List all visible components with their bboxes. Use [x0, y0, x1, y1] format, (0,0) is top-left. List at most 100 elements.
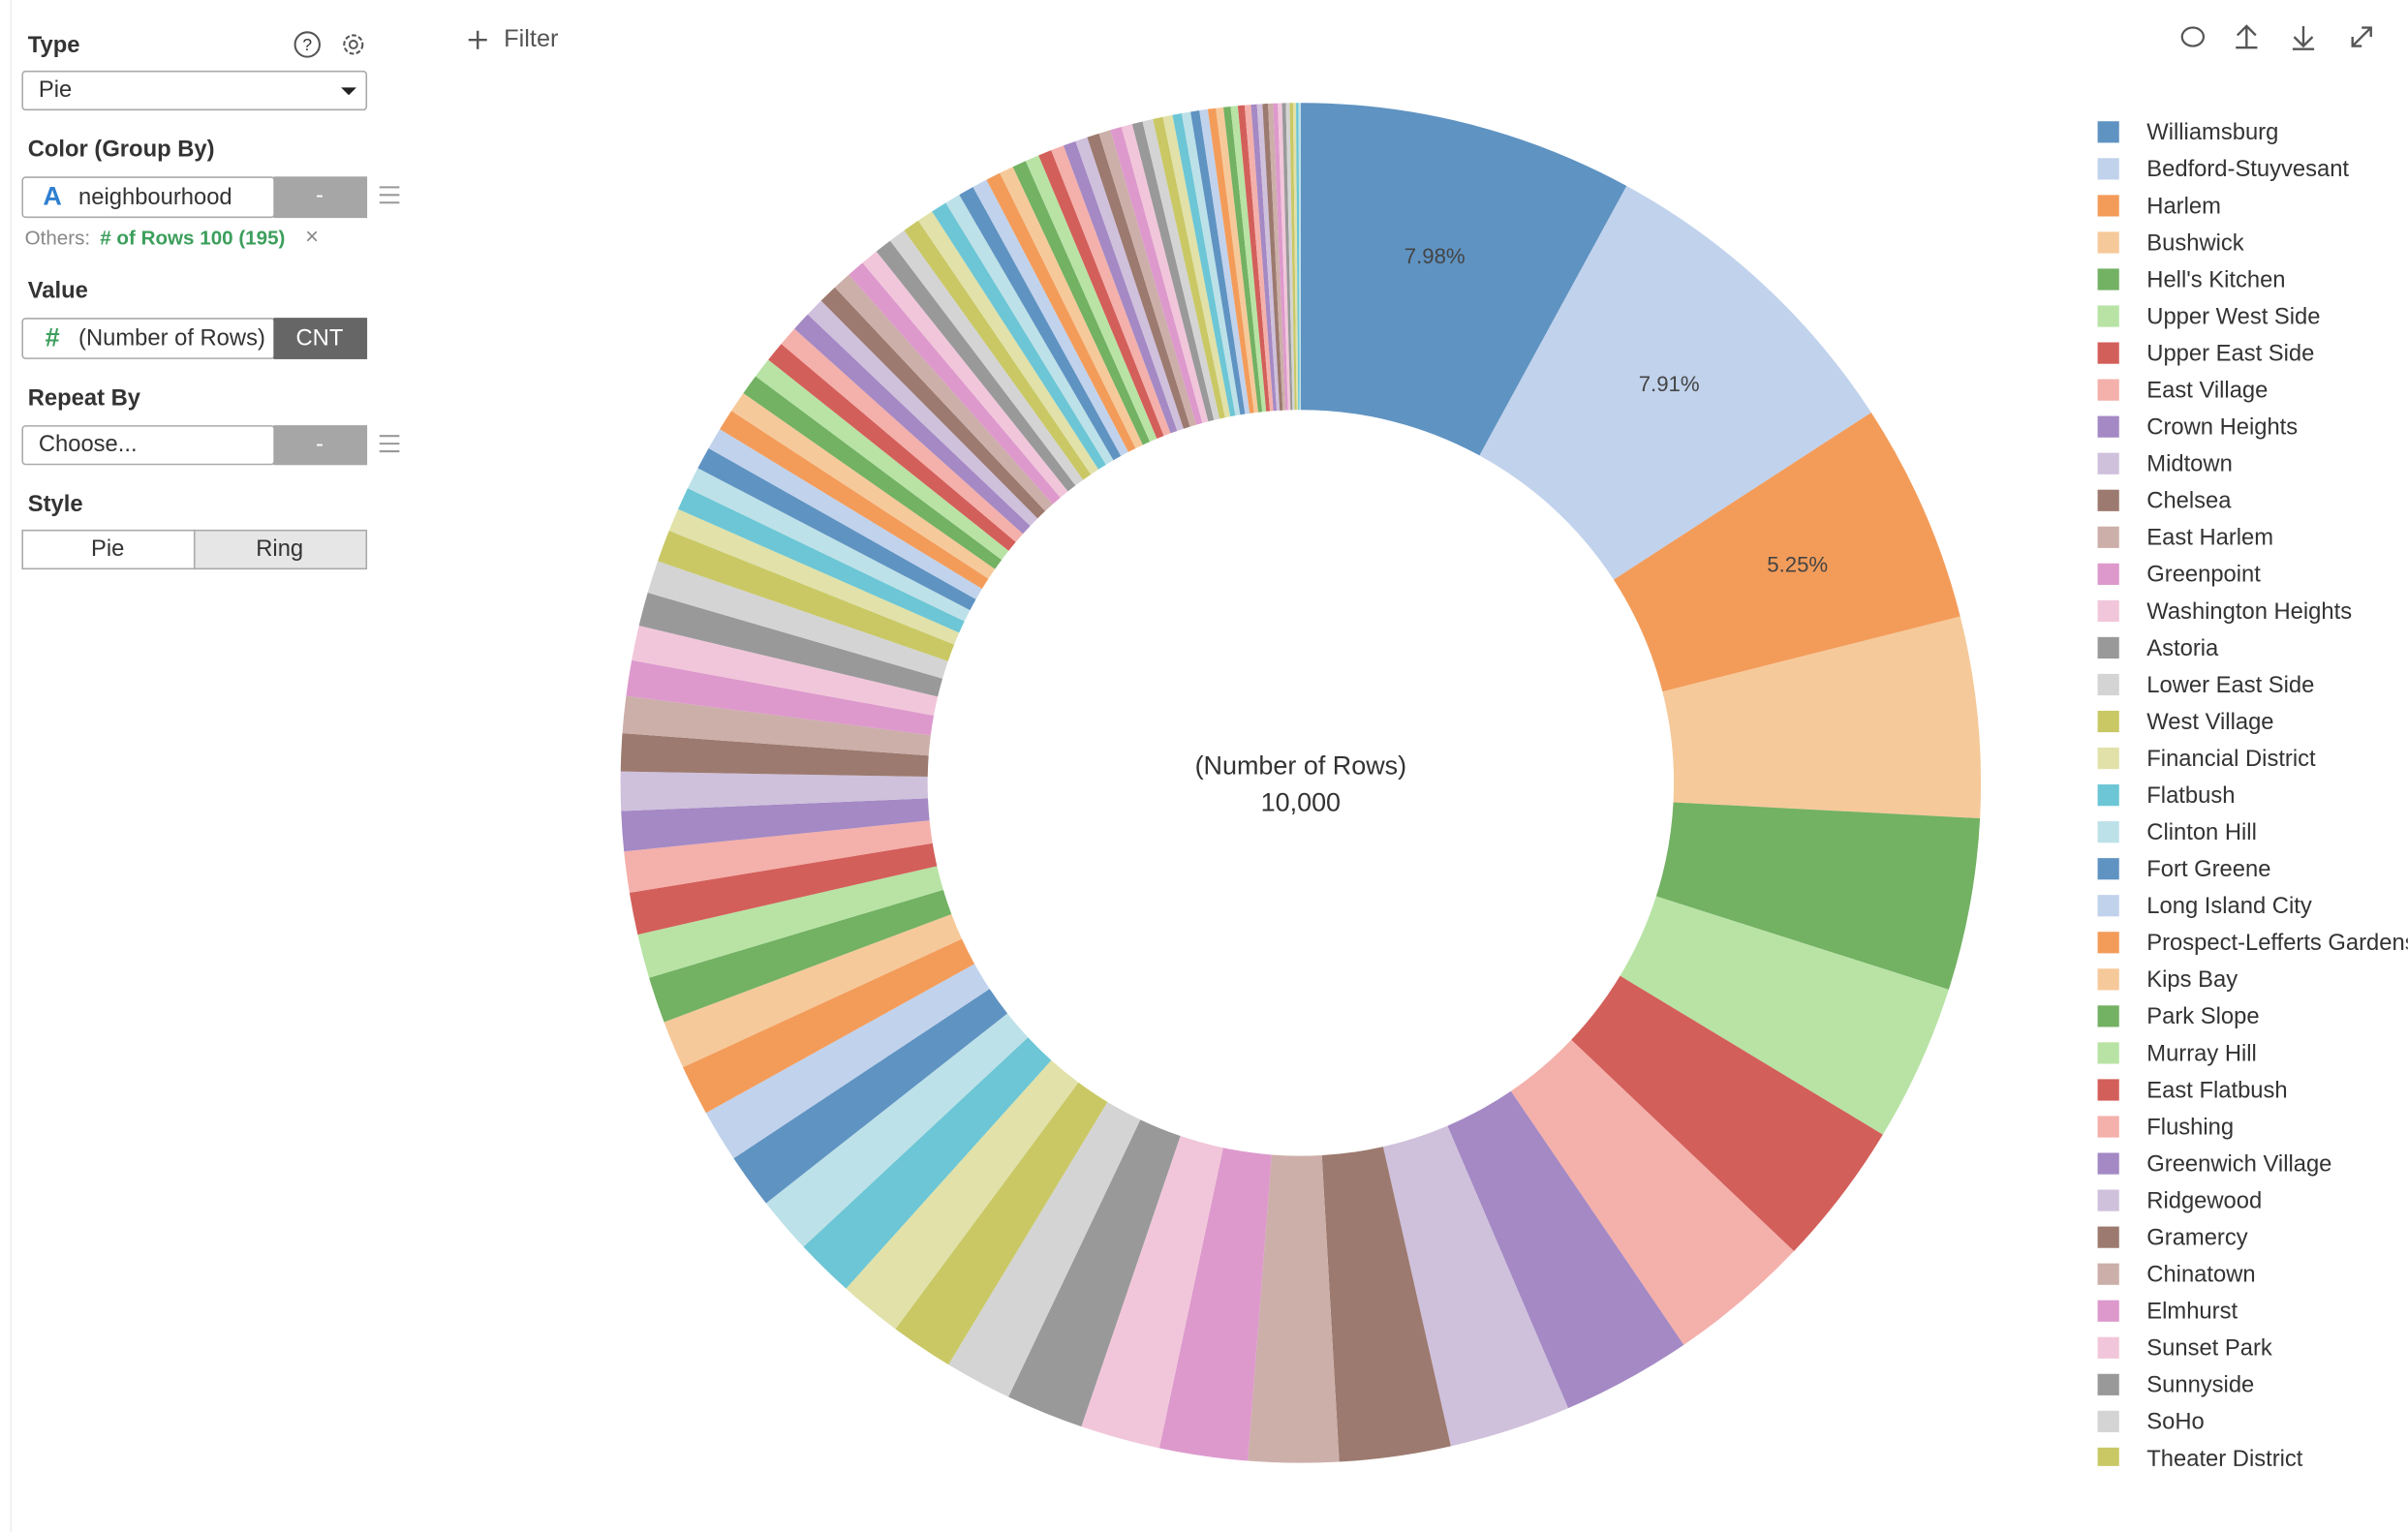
legend: Williamsburg Bedford-Stuyvesant Harlem Bush… [2097, 119, 2408, 1466]
legend-swatch [2097, 305, 2119, 327]
legend-swatch [2097, 1263, 2119, 1285]
legend-swatch [2097, 968, 2119, 991]
slice [705, 964, 990, 1159]
style-ring-button[interactable] [193, 529, 368, 570]
slice [1131, 121, 1215, 422]
slice [1278, 103, 1291, 411]
slice [1181, 111, 1241, 416]
legend-label: Gramercy [2146, 1225, 2247, 1251]
slice [1158, 1148, 1272, 1461]
slice [687, 468, 971, 622]
slice [620, 733, 929, 777]
slice [917, 211, 1099, 475]
slice [1237, 105, 1271, 412]
legend-swatch [2097, 231, 2119, 254]
slice [895, 1082, 1108, 1365]
others-label: Others: [25, 228, 91, 250]
value-label: Value [28, 277, 88, 303]
legend-label: SoHo [2146, 1409, 2204, 1435]
legend-label: Murray Hill [2146, 1040, 2257, 1066]
slice [986, 172, 1136, 452]
legend-swatch [2097, 121, 2119, 143]
slice [1244, 105, 1274, 412]
legend-label: Kips Bay [2146, 966, 2238, 993]
slice [768, 344, 1016, 551]
download-icon[interactable] [2292, 25, 2315, 50]
add-icon[interactable] [468, 30, 487, 49]
others-clear[interactable]: × [305, 224, 319, 250]
legend-label: Upper West Side [2146, 303, 2320, 329]
slice [708, 429, 982, 599]
slice [637, 866, 943, 978]
color-option-button[interactable] [273, 176, 368, 219]
legend-swatch [2097, 895, 2119, 917]
donut-chart: 7.98% 7.91% 5.25% [620, 103, 1982, 1463]
slice [1075, 137, 1184, 431]
legend-swatch [2097, 563, 2119, 585]
slice [959, 187, 1122, 461]
legend-swatch [2097, 784, 2119, 807]
legend-label: East Village [2146, 377, 2268, 403]
legend-label: Sunnyside [2146, 1372, 2254, 1398]
upload-icon[interactable] [2236, 24, 2258, 49]
slice [626, 659, 934, 736]
style-option: Pie [91, 536, 124, 562]
slice [1655, 802, 1981, 990]
value-agg-button[interactable] [273, 318, 368, 359]
comment-icon[interactable] [2180, 26, 2206, 47]
slice [621, 798, 930, 852]
slice [1172, 113, 1236, 417]
legend-swatch [2097, 636, 2119, 659]
menu-icon[interactable] [379, 435, 400, 453]
legend-label: Crown Heights [2146, 414, 2298, 441]
legend-swatch [2097, 1226, 2119, 1248]
settings-icon[interactable] [343, 34, 364, 55]
legend-swatch [2097, 747, 2119, 770]
legend-label: Upper East Side [2146, 340, 2314, 366]
legend-label: Long Island City [2146, 893, 2312, 919]
help-icon[interactable] [293, 31, 321, 58]
slice [948, 1101, 1141, 1397]
slice [1000, 167, 1143, 448]
legend-swatch [2097, 1152, 2119, 1175]
slice [743, 376, 1003, 569]
repeat-option-button[interactable] [273, 425, 368, 466]
menu-icon[interactable] [379, 186, 400, 204]
legend-label: Prospect-Lefferts Gardens [2146, 930, 2408, 956]
legend-swatch [2097, 932, 2119, 954]
slice [834, 274, 1053, 511]
slice [1008, 1119, 1181, 1427]
slice [849, 262, 1061, 505]
slice [668, 508, 960, 645]
legend-swatch [2097, 1300, 2119, 1322]
slice [756, 359, 1009, 561]
text-type-icon: A [43, 182, 61, 211]
slice [1289, 103, 1297, 411]
center-value: 10,000 [1261, 788, 1341, 817]
slice [678, 488, 965, 633]
expand-icon[interactable] [2351, 26, 2372, 47]
slice [1223, 106, 1263, 413]
slice [1620, 896, 1949, 1135]
color-option: - [316, 182, 324, 208]
slice [820, 287, 1046, 519]
type-label: Type [28, 32, 80, 58]
slice [1447, 1090, 1684, 1409]
slice [1025, 155, 1158, 443]
slice [1262, 104, 1283, 411]
slice [1162, 114, 1231, 418]
slice [1199, 108, 1250, 414]
slice [632, 626, 939, 716]
legend-swatch [2097, 268, 2119, 291]
value-field: (Number of Rows) [78, 325, 265, 352]
slice [1382, 1125, 1569, 1447]
slice [1273, 103, 1288, 411]
legend-label: Flushing [2146, 1114, 2234, 1140]
slice-label: 5.25% [1767, 552, 1828, 576]
others-value[interactable]: # of Rows 100 (195) [100, 228, 285, 250]
type-select[interactable] [21, 70, 368, 111]
slice [765, 1013, 1029, 1247]
filter-button[interactable]: Filter [504, 25, 559, 52]
legend-label: Chelsea [2146, 488, 2232, 514]
